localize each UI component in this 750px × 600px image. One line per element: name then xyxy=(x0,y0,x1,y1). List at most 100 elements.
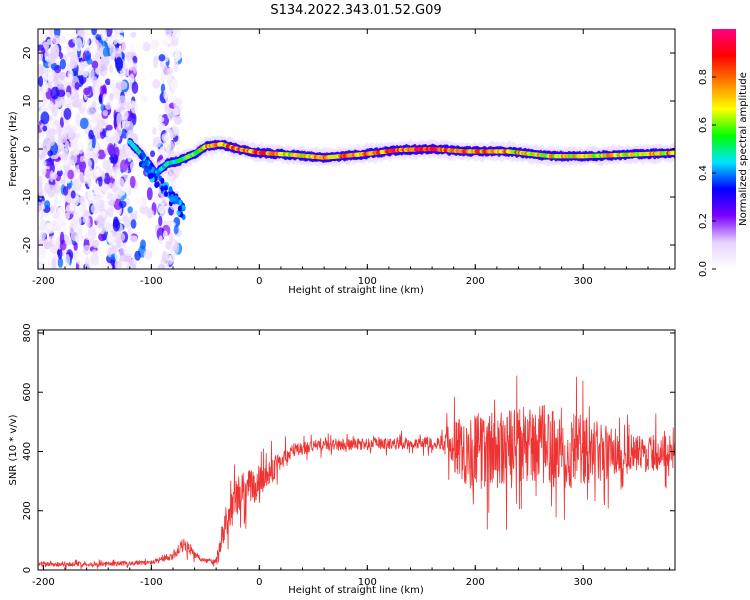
spectrogram-noise-cell xyxy=(108,199,115,206)
spectrogram-noise-cell xyxy=(127,155,132,163)
spectrogram-noise-cell xyxy=(50,45,60,59)
spectrogram-noise-cell xyxy=(145,209,155,218)
x-tick-label: -100 xyxy=(140,276,163,287)
spectrogram-branch-cell xyxy=(181,204,186,211)
spectrogram-noise-cell xyxy=(159,146,168,156)
spectrogram-noise-cell xyxy=(129,73,135,83)
spectrogram-noise-cell xyxy=(158,122,166,130)
spectrogram-noise-cell xyxy=(130,213,138,221)
spectrogram-noise-cell xyxy=(38,186,43,200)
spectrogram-branch-cell xyxy=(169,196,174,203)
spectrogram-noise-cell xyxy=(131,81,139,94)
colorbar-tick-label: 0.2 xyxy=(698,213,709,229)
spectrogram-noise-cell xyxy=(77,98,82,111)
spectrogram-noise-cell xyxy=(102,109,109,117)
spectrogram-noise-cell xyxy=(103,172,110,186)
spectrogram-noise-cell xyxy=(158,215,163,227)
spectrogram-noise-cell xyxy=(88,129,94,140)
figure-title: S134.2022.343.01.52.G09 xyxy=(270,3,441,18)
spectrogram-noise-cell xyxy=(118,80,128,90)
spectrogram-noise-cell xyxy=(88,67,95,81)
spectrogram-noise-cell xyxy=(152,79,161,89)
spectrogram-noise-cell xyxy=(161,133,169,142)
colorbar: 0.0 0.2 0.4 0.6 0.8 Normalized spectral ampl… xyxy=(698,29,749,277)
colorbar-ticks: 0.0 0.2 0.4 0.6 0.8 xyxy=(698,69,716,277)
spectrogram-noise-cell xyxy=(56,163,63,172)
spectrogram-noise-cell xyxy=(53,120,60,127)
colorbar-tick-label: 0.6 xyxy=(698,117,709,133)
spectrogram-noise-cell xyxy=(174,240,180,254)
spectrogram-noise-cell xyxy=(119,159,129,173)
spectrogram-noise-cell xyxy=(171,49,181,62)
spectrogram-noise-cell xyxy=(116,177,125,189)
spectrogram-noise-cell xyxy=(104,222,114,232)
y-tick-label: 0 xyxy=(22,146,33,152)
spectrogram-noise-cell xyxy=(173,224,179,235)
spectrogram-noise-cell xyxy=(140,95,148,103)
spectrogram-noise-cell xyxy=(38,63,45,77)
spectrogram-noise-cell xyxy=(106,235,115,244)
spectrogram-noise-cell xyxy=(64,239,73,246)
spectrogram-noise-cell xyxy=(57,257,64,268)
snr-y-ticks: 0 200 400 600 800 xyxy=(22,323,675,573)
spectrogram-noise-cell xyxy=(68,152,78,165)
spectrogram-noise-cell xyxy=(130,219,137,229)
spectrogram-noise-cell xyxy=(76,29,85,35)
colorbar-gradient xyxy=(712,29,736,269)
spectrogram-noise-cell xyxy=(111,244,118,254)
x-tick-label: 300 xyxy=(574,577,593,588)
spectrogram-noise-cell xyxy=(102,93,108,106)
snr-series-line xyxy=(38,375,675,570)
spectrogram-noise-cell xyxy=(159,60,165,68)
spectrogram-noise-cell xyxy=(51,258,57,269)
spectrogram-noise-cell xyxy=(156,116,165,123)
spectrogram-noise-cell xyxy=(108,64,114,74)
y-tick-label: -10 xyxy=(22,189,33,205)
spectrogram-noise-cell xyxy=(38,175,43,189)
spectrogram-noise-cell xyxy=(48,128,57,136)
spectrogram-noise-cell xyxy=(70,231,79,242)
spectrogram-noise-cell xyxy=(52,34,61,45)
spectrogram-noise-cell xyxy=(76,227,82,234)
spectrogram-noise-cell xyxy=(61,226,67,233)
spectrogram-noise-cell xyxy=(67,169,75,180)
spectrogram-noise-cell xyxy=(125,120,130,128)
spectrogram-noise-cell xyxy=(165,262,170,269)
spectrogram-noise-cell xyxy=(65,253,70,268)
spectrogram-noise-cell xyxy=(166,34,172,44)
spectrogram-branch-cell xyxy=(164,190,169,197)
spectrogram-noise-cell xyxy=(118,200,127,208)
spectrogram-noise-cell xyxy=(130,101,139,114)
spectrogram-noise-cell xyxy=(110,153,119,165)
spectrogram-noise-cell xyxy=(79,61,85,76)
spectrogram-noise-cell xyxy=(87,189,94,201)
spectrogram-noise-cell xyxy=(173,59,179,73)
spectrogram-noise-cell xyxy=(115,74,124,83)
spectrogram-noise-cell xyxy=(128,59,134,71)
spectrogram-x-axis-label: Height of straight line (km) xyxy=(288,285,424,296)
spectrogram-noise-cell xyxy=(127,244,135,254)
y-tick-label: 200 xyxy=(22,501,33,520)
spectrogram-noise-cell xyxy=(51,104,59,117)
spectrogram-noise-cell xyxy=(93,195,101,209)
spectrogram-noise-cell xyxy=(165,254,172,261)
x-tick-label: 0 xyxy=(256,577,262,588)
spectrogram-noise-cell xyxy=(69,55,79,69)
spectrogram-noise-cell xyxy=(152,136,162,148)
spectrogram-noise-cell xyxy=(67,127,74,138)
spectrogram-noise-cell xyxy=(175,264,182,269)
spectrogram-noise-cell xyxy=(100,29,108,42)
spectrogram-noise-cell xyxy=(109,83,116,91)
snr-y-axis-label: SNR (10 * v/v) xyxy=(8,414,19,485)
y-tick-label: 600 xyxy=(22,383,33,402)
spectrogram-branch-cell xyxy=(175,198,180,205)
spectrogram-noise-cell xyxy=(118,247,125,262)
y-tick-label: 400 xyxy=(22,442,33,461)
spectrogram-noise-cell xyxy=(106,130,115,137)
spectrogram-noise-cell xyxy=(165,240,172,250)
spectrogram-noise-cell xyxy=(83,233,93,240)
x-tick-label: 0 xyxy=(256,276,262,287)
spectrogram-noise-cell xyxy=(158,205,167,214)
spectrogram-noise-cell xyxy=(109,92,115,101)
spectrogram-noise-cell xyxy=(142,41,151,52)
